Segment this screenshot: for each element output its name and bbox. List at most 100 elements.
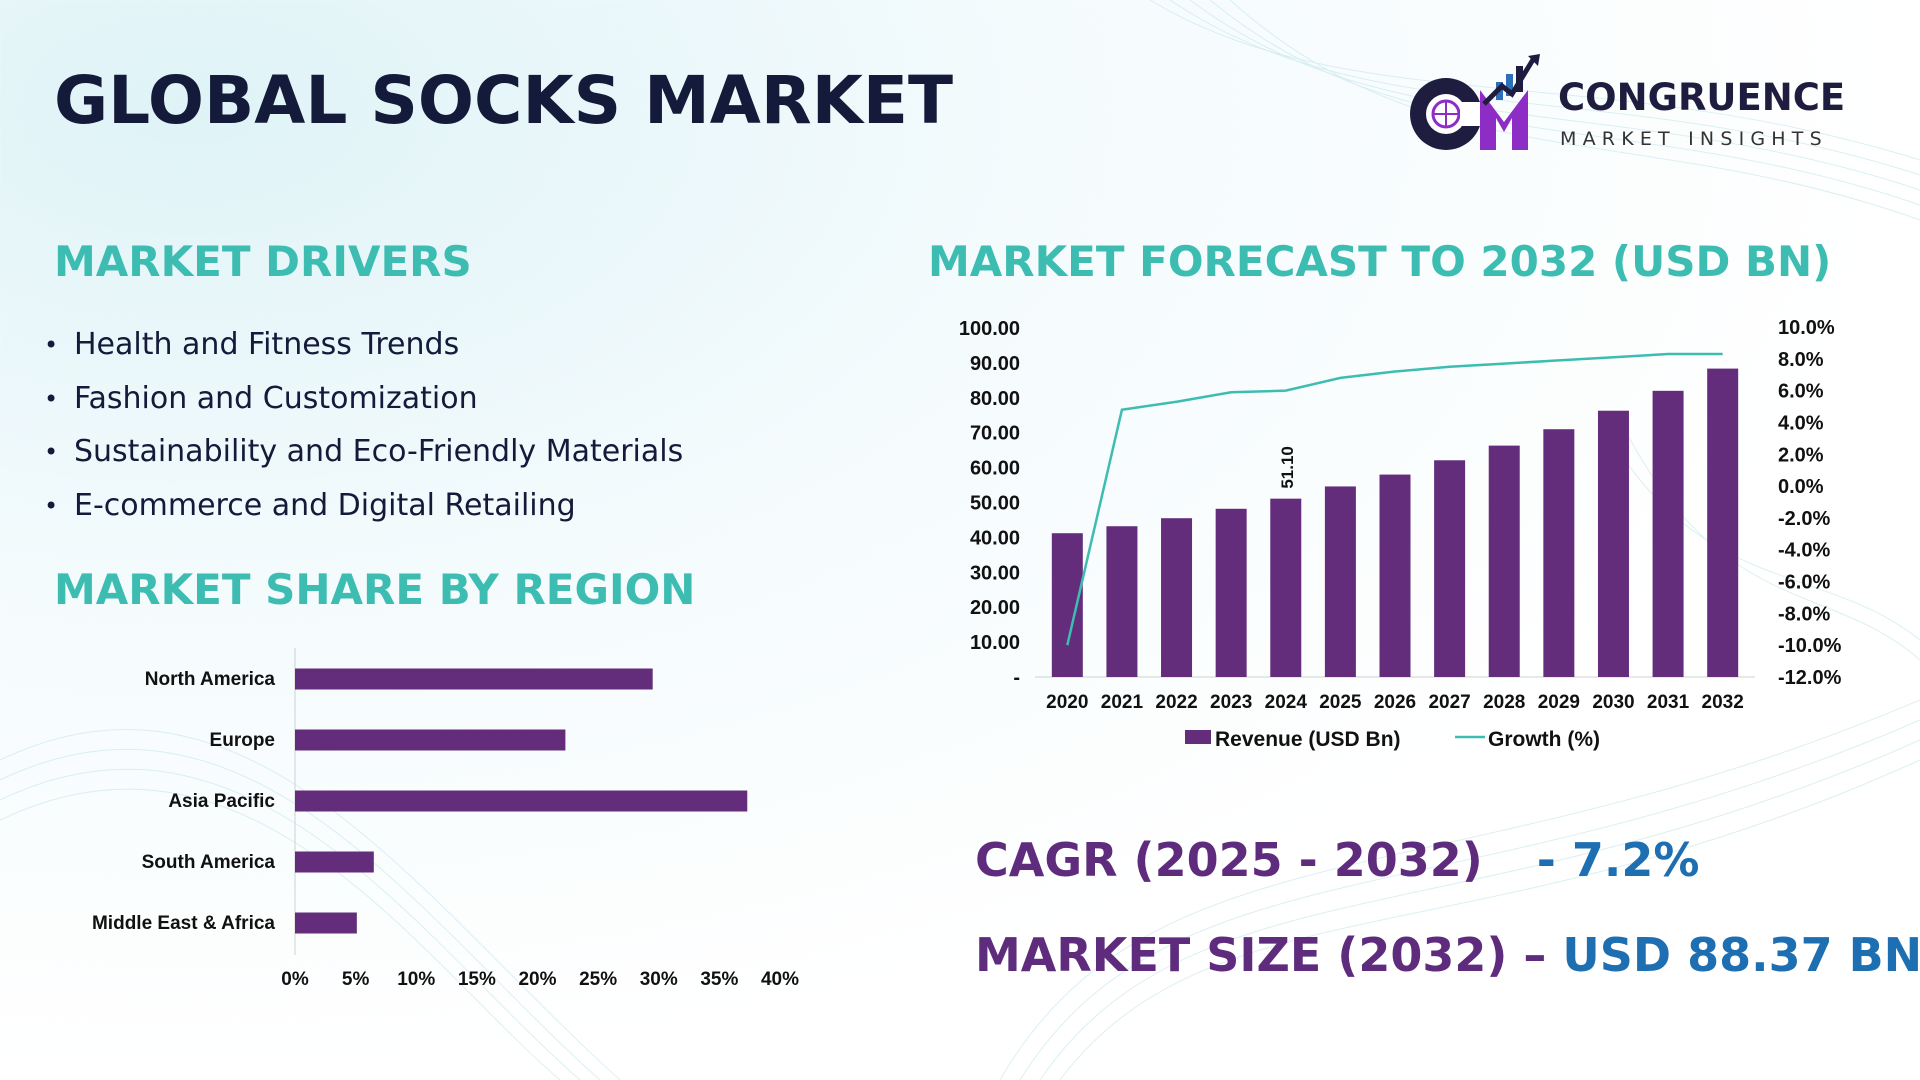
forecast-revenue-bar	[1051, 533, 1083, 677]
forecast-left-tick-label: 80.00	[970, 388, 1020, 410]
cagr-stat: CAGR (2025 - 2032) - 7.2%	[975, 833, 1699, 887]
region-x-tick-label: 35%	[700, 969, 738, 990]
forecast-revenue-bar	[1597, 410, 1629, 677]
region-x-tick-label: 25%	[579, 969, 617, 990]
region-category-label: North America	[145, 669, 276, 690]
forecast-year-label: 2026	[1374, 692, 1416, 713]
region-bar	[295, 790, 748, 812]
driver-text: Fashion and Customization	[74, 380, 478, 416]
forecast-left-tick-label: 60.00	[970, 458, 1020, 480]
forecast-right-tick-label: 10.0%	[1778, 317, 1835, 339]
market-drivers-list: • Health and Fitness Trends • Fashion and …	[40, 322, 683, 536]
market-size-value: USD 88.37 BN	[1562, 928, 1920, 982]
region-bar	[295, 729, 566, 751]
forecast-year-label: 2027	[1428, 692, 1470, 713]
region-x-tick-label: 15%	[458, 969, 496, 990]
forecast-revenue-bar	[1324, 486, 1356, 677]
forecast-revenue-bar	[1106, 526, 1138, 677]
forecast-right-tick-label: 4.0%	[1778, 412, 1824, 434]
driver-item: • E-commerce and Digital Retailing	[40, 483, 683, 537]
region-bar	[295, 851, 374, 873]
legend-revenue-label: Revenue (USD Bn)	[1215, 728, 1401, 751]
region-bar	[295, 668, 653, 690]
forecast-right-tick-label: 0.0%	[1778, 476, 1824, 498]
forecast-year-label: 2030	[1592, 692, 1634, 713]
forecast-revenue-bar	[1379, 474, 1411, 677]
forecast-growth-line	[1066, 352, 1723, 646]
forecast-right-tick-label: -8.0%	[1778, 603, 1830, 625]
forecast-right-tick-label: -6.0%	[1778, 572, 1830, 594]
forecast-legend: Revenue (USD Bn) Growth (%)	[1185, 728, 1600, 751]
forecast-year-label: 2032	[1702, 692, 1744, 713]
forecast-left-tick-label: 20.00	[970, 597, 1020, 619]
market-size-label: MARKET SIZE (2032) –	[975, 928, 1547, 982]
driver-text: Health and Fitness Trends	[74, 327, 460, 362]
forecast-revenue-bar	[1270, 498, 1302, 677]
forecast-year-label: 2022	[1155, 692, 1197, 713]
region-category-label: South America	[142, 852, 276, 873]
forecast-revenue-bar	[1543, 429, 1575, 677]
forecast-year-label: 2028	[1483, 692, 1525, 713]
region-category-label: Europe	[210, 730, 275, 751]
forecast-right-tick-label: 8.0%	[1778, 349, 1824, 371]
forecast-left-tick-label: 40.00	[970, 527, 1020, 549]
page-title: GLOBAL SOCKS MARKET	[54, 62, 953, 139]
forecast-year-label: 2024	[1265, 692, 1308, 713]
forecast-year-label: 2021	[1101, 692, 1144, 713]
driver-item: • Health and Fitness Trends	[40, 322, 683, 376]
forecast-left-tick-label: 70.00	[970, 423, 1020, 445]
driver-item: • Sustainability and Eco-Friendly Materia…	[40, 429, 683, 483]
logo-tagline: MARKET INSIGHTS	[1560, 128, 1828, 150]
forecast-right-tick-label: -12.0%	[1778, 667, 1842, 689]
legend-revenue-swatch	[1185, 730, 1211, 744]
legend-growth-label: Growth (%)	[1488, 728, 1600, 751]
region-x-tick-label: 30%	[640, 969, 678, 990]
forecast-right-tick-label: -2.0%	[1778, 508, 1830, 530]
market-size-stat: MARKET SIZE (2032) – USD 88.37 BN	[975, 928, 1920, 982]
forecast-left-tick-label: -	[1013, 667, 1020, 689]
driver-text: Sustainability and Eco-Friendly Material…	[74, 434, 684, 469]
forecast-year-label: 2025	[1319, 692, 1362, 713]
region-bar	[295, 912, 357, 934]
bullet-icon: •	[44, 438, 59, 466]
market-share-heading: MARKET SHARE BY REGION	[54, 565, 696, 614]
driver-text: E-commerce and Digital Retailing	[74, 487, 576, 523]
forecast-year-label: 2031	[1647, 692, 1690, 713]
cagr-label: CAGR (2025 - 2032)	[975, 833, 1483, 887]
region-share-bar-chart: North America Europe Asia Pacific South Ame…	[92, 648, 799, 990]
company-logo: CONGRUENCE MARKET INSIGHTS	[1400, 52, 1870, 162]
bullet-icon: •	[44, 331, 59, 359]
forecast-left-tick-label: 10.00	[970, 632, 1020, 654]
forecast-right-tick-label: 6.0%	[1778, 381, 1824, 403]
region-x-tick-label: 5%	[342, 969, 370, 990]
forecast-year-label: 2020	[1046, 692, 1088, 713]
forecast-left-tick-label: 50.00	[970, 493, 1020, 515]
forecast-revenue-bar	[1488, 445, 1520, 677]
region-x-tick-label: 40%	[761, 969, 799, 990]
forecast-left-tick-label: 100.00	[959, 318, 1020, 340]
forecast-right-tick-label: 2.0%	[1778, 444, 1824, 466]
forecast-combo-chart: - 10.00 20.00 30.00 40.00 50.00 60.00 70.00 80.0…	[959, 317, 1842, 751]
forecast-right-tick-label: -10.0%	[1778, 635, 1842, 657]
forecast-revenue-bar	[1161, 518, 1193, 677]
bullet-icon: •	[44, 384, 59, 413]
region-category-label: Middle East & Africa	[92, 913, 275, 934]
driver-item: • Fashion and Customization	[40, 376, 683, 430]
region-category-label: Asia Pacific	[168, 791, 275, 812]
forecast-left-tick-label: 30.00	[970, 562, 1020, 584]
market-forecast-heading: MARKET FORECAST TO 2032 (USD BN)	[928, 237, 1832, 286]
forecast-data-label: 51.10	[1278, 446, 1297, 489]
market-drivers-heading: MARKET DRIVERS	[54, 237, 472, 286]
forecast-revenue-bar	[1652, 390, 1684, 677]
forecast-revenue-bar	[1707, 368, 1739, 677]
forecast-year-label: 2029	[1538, 692, 1580, 713]
cm-chart-globe-logo-icon	[1410, 54, 1540, 150]
region-x-tick-label: 20%	[518, 969, 556, 990]
forecast-right-tick-label: -4.0%	[1778, 540, 1830, 562]
forecast-revenue-bar	[1434, 460, 1466, 677]
forecast-left-tick-label: 90.00	[970, 353, 1020, 375]
forecast-year-label: 2023	[1210, 692, 1252, 713]
forecast-revenue-bar	[1215, 508, 1247, 677]
logo-name: CONGRUENCE	[1558, 76, 1846, 119]
